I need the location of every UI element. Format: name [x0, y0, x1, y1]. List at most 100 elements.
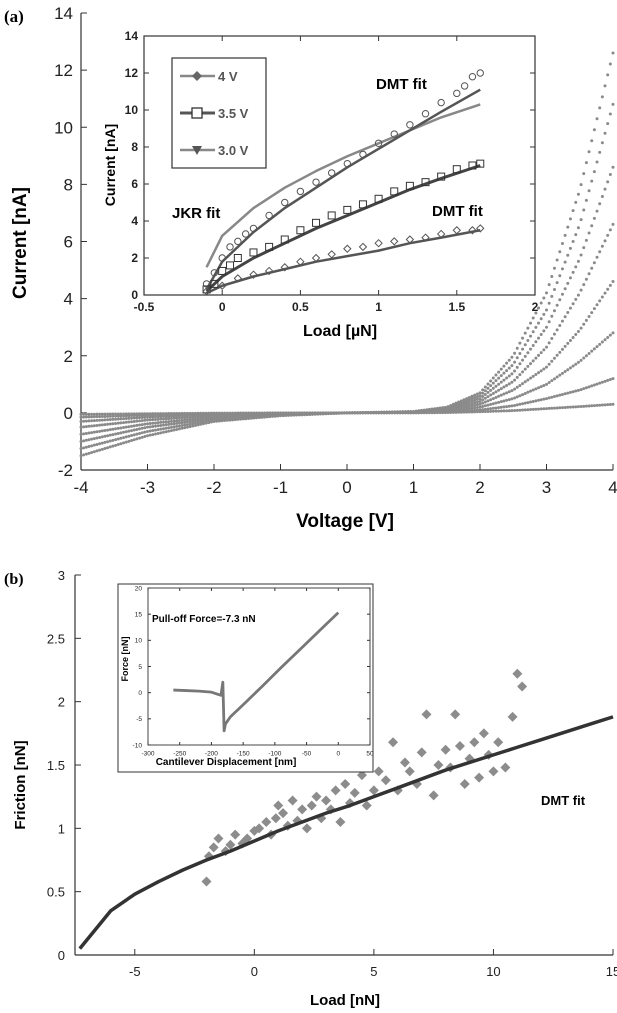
iv-point: [497, 370, 501, 374]
iv-point: [467, 404, 471, 408]
iv-point: [576, 226, 580, 230]
iv-point: [138, 423, 142, 427]
iv-point: [563, 260, 567, 264]
iv-point: [513, 378, 517, 382]
iv-point: [435, 411, 439, 415]
iv-point: [183, 426, 187, 430]
iv-point: [180, 423, 184, 427]
iv-point: [534, 356, 538, 360]
diamond-marker: [202, 287, 211, 296]
y-tick-label: 4: [64, 290, 73, 309]
x-tick-label: -1: [273, 478, 288, 497]
iv-point: [608, 112, 612, 116]
friction-point: [340, 779, 351, 789]
iv-point: [478, 391, 482, 395]
iv-point: [132, 416, 136, 420]
iv-point: [175, 421, 179, 425]
x-tick-label: -2: [206, 478, 221, 497]
iv-point: [143, 435, 147, 439]
iv-point: [545, 365, 548, 369]
iv-point: [560, 347, 564, 351]
friction-point: [297, 804, 308, 815]
iv-point: [592, 404, 596, 408]
iv-point: [523, 354, 527, 358]
y-tick-label: 6: [131, 177, 138, 191]
iv-point: [483, 404, 487, 408]
iv-point: [98, 423, 102, 427]
iv-point: [521, 393, 525, 397]
iv-point: [494, 379, 498, 383]
iv-point: [167, 420, 171, 424]
iv-point: [148, 433, 152, 437]
square-marker: [468, 161, 477, 170]
iv-point: [122, 436, 126, 440]
iv-point: [119, 412, 123, 416]
x-tick-label: -5: [129, 964, 141, 979]
iv-point: [537, 336, 541, 340]
iv-point: [507, 358, 511, 362]
iv-point: [534, 340, 538, 344]
iv-curve-7: [79, 402, 615, 416]
panel-b-inset-frame: [117, 583, 374, 773]
panel-a-inset-xlabel: Load [µN]: [303, 323, 377, 340]
iv-point: [579, 404, 583, 408]
iv-point: [164, 423, 168, 427]
iv-point: [608, 62, 612, 66]
circle-marker: [327, 169, 336, 177]
iv-point: [135, 427, 139, 431]
iv-point: [542, 329, 546, 333]
iv-point: [87, 419, 91, 423]
iv-point: [396, 411, 400, 415]
iv-point: [521, 347, 525, 351]
friction-point: [388, 737, 399, 748]
iv-point: [537, 321, 541, 325]
iv-point: [592, 383, 596, 387]
iv-point: [608, 402, 612, 406]
y-tick-label: 15: [135, 611, 143, 618]
iv-point: [146, 422, 149, 426]
iv-point: [135, 419, 139, 423]
iv-point: [380, 411, 384, 415]
iv-point: [489, 402, 493, 406]
iv-point: [353, 411, 357, 415]
iv-point: [611, 402, 615, 406]
iv-point: [446, 411, 450, 415]
iv-point: [489, 407, 493, 411]
iv-point: [584, 198, 588, 202]
iv-point: [124, 420, 128, 424]
iv-point: [529, 321, 533, 325]
iv-point: [159, 431, 163, 435]
iv-point: [526, 401, 530, 405]
iv-point: [566, 281, 570, 285]
iv-point: [108, 428, 112, 432]
iv-point: [308, 411, 312, 415]
iv-point: [204, 411, 208, 415]
iv-point: [566, 368, 570, 372]
iv-point: [406, 411, 410, 415]
iv-point: [576, 388, 580, 392]
iv-point: [79, 415, 83, 419]
diamond-marker: [264, 266, 274, 276]
iv-point: [507, 409, 511, 413]
iv-point: [491, 402, 495, 406]
iv-point: [443, 411, 447, 415]
friction-point: [469, 737, 480, 748]
iv-point: [576, 360, 580, 364]
y-tick-label: 20: [135, 585, 143, 592]
iv-point: [606, 73, 610, 77]
iv-point: [523, 408, 527, 412]
iv-point: [571, 270, 575, 274]
iv-point: [576, 405, 580, 409]
iv-point: [545, 397, 548, 401]
iv-point: [568, 366, 572, 370]
friction-point: [517, 681, 528, 692]
iv-point: [560, 392, 564, 396]
iv-point: [568, 276, 572, 280]
iv-point: [366, 411, 370, 415]
iv-point: [135, 432, 139, 436]
iv-point: [489, 384, 493, 388]
iv-point: [92, 430, 96, 434]
iv-point: [497, 394, 501, 398]
iv-point: [92, 450, 96, 454]
iv-point: [156, 412, 160, 416]
